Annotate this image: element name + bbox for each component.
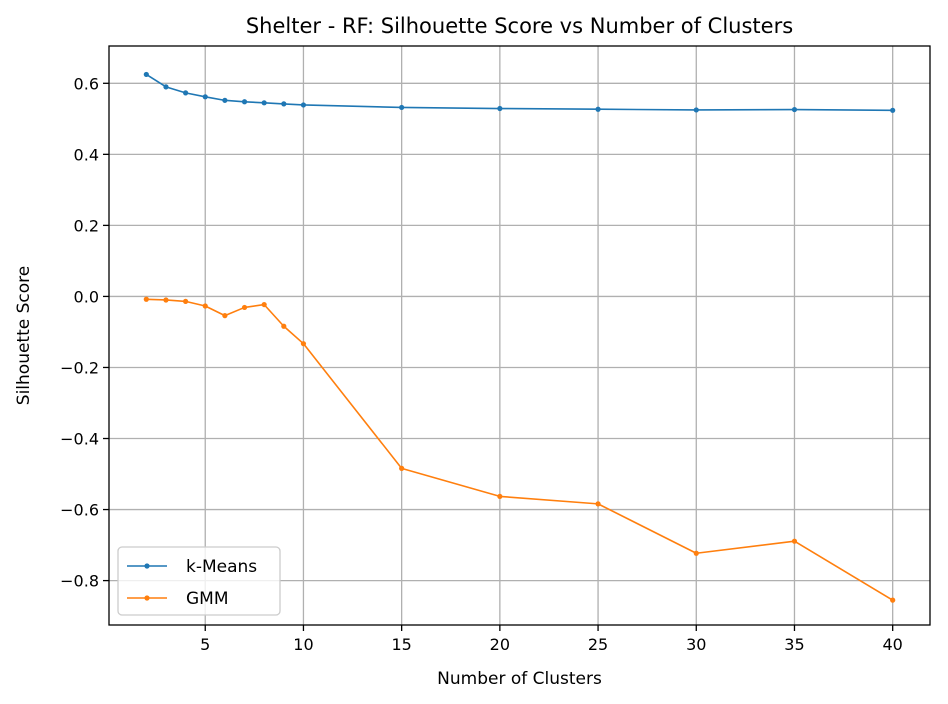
y-tick-label: −0.4	[60, 430, 99, 449]
y-axis-label: Silhouette Score	[14, 266, 34, 405]
y-tick-label: 0.2	[74, 216, 99, 235]
data-point	[163, 297, 169, 303]
data-point	[183, 90, 189, 96]
data-point	[399, 465, 405, 471]
series-layer	[143, 71, 896, 603]
data-point	[202, 303, 208, 309]
data-point	[163, 84, 169, 90]
y-tick-label: 0.4	[74, 145, 99, 164]
chart-title: Shelter - RF: Silhouette Score vs Number…	[246, 14, 793, 38]
x-tick-label: 5	[200, 635, 210, 654]
data-point	[281, 101, 287, 107]
series-k-means	[143, 71, 896, 113]
series-line	[145, 73, 893, 112]
legend-label: k-Means	[186, 557, 257, 577]
legend-swatch-marker	[144, 595, 150, 601]
data-point	[143, 71, 149, 78]
data-point	[890, 107, 896, 113]
data-point	[300, 102, 307, 108]
x-tick-label: 15	[391, 635, 411, 654]
data-point	[143, 296, 149, 302]
series-gmm	[143, 296, 896, 603]
legend-swatch-marker	[144, 563, 150, 569]
data-point	[202, 94, 208, 100]
data-point	[241, 304, 248, 311]
data-point	[222, 97, 228, 103]
x-tick-label: 35	[784, 635, 804, 654]
y-tick-label: −0.6	[60, 501, 99, 520]
data-point	[693, 107, 699, 113]
data-point	[791, 538, 798, 544]
grid-layer	[109, 46, 930, 625]
y-tick-label: −0.2	[60, 358, 99, 377]
data-point	[281, 323, 287, 329]
data-point	[222, 313, 228, 319]
data-point	[595, 106, 601, 112]
plot-frame	[108, 45, 931, 626]
data-point	[261, 301, 267, 308]
data-point	[890, 597, 896, 603]
data-point	[497, 105, 503, 112]
data-point	[399, 104, 405, 111]
legend-entry: GMM	[127, 589, 229, 609]
y-tick-label: −0.8	[60, 572, 99, 591]
data-point	[241, 99, 248, 105]
data-point	[595, 501, 601, 507]
ticks-layer: 5 10 15 20 25 30 35 40 −0.8 −0.6 −0.4 −0.2 0.0 0.2 0.4…	[60, 74, 903, 654]
data-point	[791, 106, 798, 113]
x-axis-label: Number of Clusters	[437, 669, 602, 689]
legend-label: GMM	[186, 589, 229, 609]
data-point	[183, 298, 189, 304]
x-tick-label: 30	[686, 635, 706, 654]
axes-layer	[108, 45, 931, 626]
data-point	[497, 493, 503, 500]
legend: k-Means GMM	[117, 546, 281, 616]
data-point	[693, 550, 699, 556]
x-tick-label: 25	[588, 635, 608, 654]
legend-entry: k-Means	[127, 557, 257, 577]
x-tick-label: 20	[490, 635, 510, 654]
data-point	[300, 341, 307, 347]
x-tick-label: 40	[883, 635, 903, 654]
x-tick-label: 10	[293, 635, 313, 654]
y-tick-label: 0.6	[74, 74, 99, 93]
y-tick-label: 0.0	[74, 287, 99, 306]
data-point	[261, 100, 267, 106]
